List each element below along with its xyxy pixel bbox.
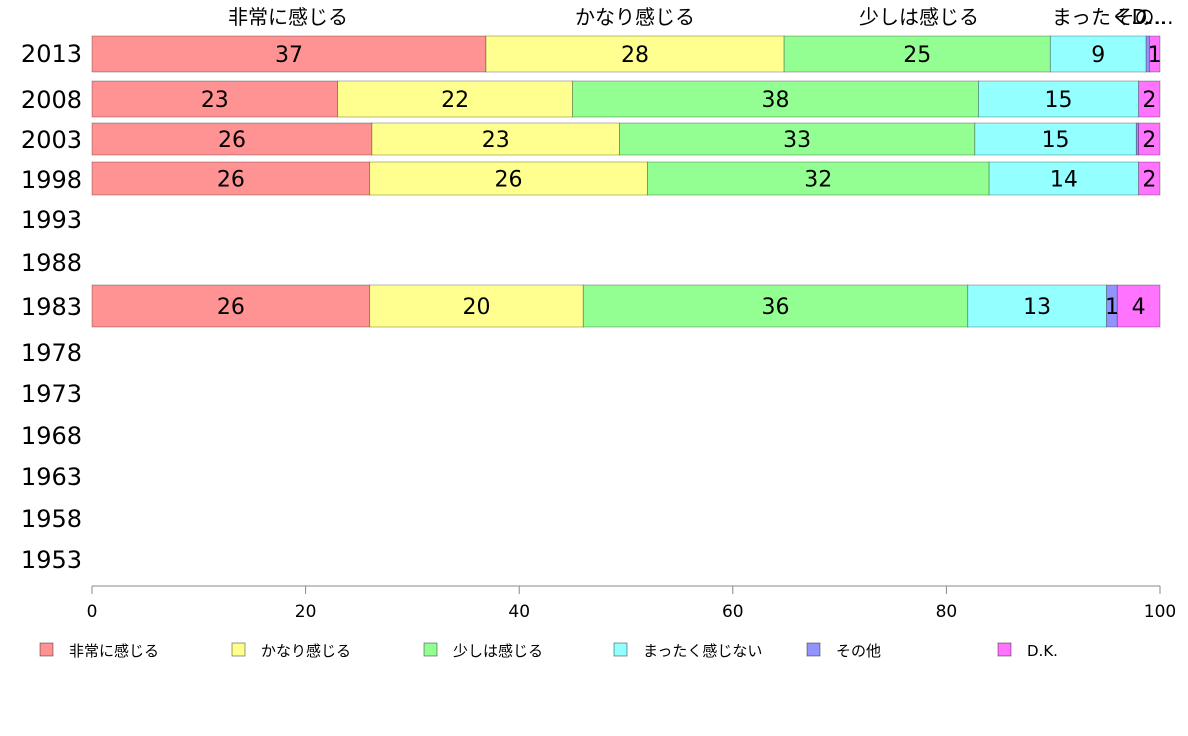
bar-segment: [1116, 284, 1161, 328]
data-label: 9: [1091, 43, 1105, 68]
legend-swatch: [231, 642, 246, 657]
legend-label: D.K.: [1027, 642, 1058, 660]
data-label: 28: [621, 43, 649, 68]
year-label: 1993: [21, 206, 82, 234]
year-axis-labels: 2013 2008 2003 1998 1993 1988 1983 1978 1973 1968…: [21, 40, 82, 574]
data-label: 2: [1142, 168, 1156, 193]
bar-segment: [1138, 122, 1161, 156]
x-axis: 0 20 40 60 80 100: [87, 585, 1176, 622]
data-label: 37: [275, 43, 303, 68]
legend-swatch: [806, 642, 821, 657]
bar-segment: [91, 35, 487, 73]
legend-label: 非常に感じる: [69, 642, 159, 660]
data-label: 1: [1105, 295, 1119, 320]
bar-segment: [1138, 80, 1161, 118]
data-label: 20: [462, 295, 490, 320]
legend-swatch: [423, 642, 438, 657]
data-label: 26: [217, 168, 245, 193]
legend-swatch: [39, 642, 54, 657]
year-label: 1983: [21, 293, 82, 321]
data-label: 36: [762, 295, 790, 320]
data-label: 26: [495, 168, 523, 193]
legend-label: まったく感じない: [643, 642, 762, 660]
data-label: 26: [217, 295, 245, 320]
bar-segment: [619, 122, 976, 156]
data-label: 15: [1042, 128, 1070, 153]
x-tick-label: 80: [936, 602, 958, 622]
year-label: 2008: [21, 86, 82, 114]
x-tick-label: 40: [508, 602, 530, 622]
year-label: 1988: [21, 249, 82, 277]
data-label: 22: [441, 88, 469, 113]
year-label: 1978: [21, 339, 82, 367]
year-label: 1958: [21, 505, 82, 533]
legend-swatch: [997, 642, 1012, 657]
bar-segment: [1138, 161, 1161, 196]
data-label: 23: [201, 88, 229, 113]
data-label: 25: [903, 43, 931, 68]
data-label: 23: [482, 128, 510, 153]
bar-segment: [967, 284, 1108, 328]
bar-segment: [988, 161, 1140, 196]
bar-segment: [978, 80, 1140, 118]
legend: 非常に感じる かなり感じる 少しは感じる まったく感じない その他 D.K.: [39, 642, 1058, 660]
bar-segment: [91, 80, 339, 118]
data-label: 13: [1023, 295, 1051, 320]
x-tick-label: 100: [1144, 602, 1176, 622]
year-label: 1973: [21, 380, 82, 408]
top-label: D...: [1132, 5, 1166, 29]
bar-segment: [337, 80, 574, 118]
year-label: 1963: [21, 463, 82, 491]
bar-segment: [974, 122, 1137, 156]
top-label: その...: [1114, 5, 1173, 29]
year-label: 2003: [21, 126, 82, 154]
top-label: 少しは感じる: [859, 5, 979, 29]
data-label: 38: [762, 88, 790, 113]
top-label: かなり感じる: [575, 5, 695, 29]
year-label: 1953: [21, 546, 82, 574]
bar-segment: [371, 122, 620, 156]
bar-segment: [91, 284, 371, 328]
legend-label: その他: [836, 642, 881, 660]
x-tick-label: 20: [295, 602, 317, 622]
bar-segment: [1049, 35, 1147, 73]
legend-label: かなり感じる: [261, 642, 351, 660]
bar-segment: [369, 284, 584, 328]
year-label: 1998: [21, 166, 82, 194]
data-label: 15: [1045, 88, 1073, 113]
data-label: 2: [1142, 88, 1156, 113]
legend-swatch: [613, 642, 628, 657]
year-label: 2013: [21, 40, 82, 68]
data-label: 14: [1050, 168, 1078, 193]
bar-segment: [646, 161, 990, 196]
bar-segment: [572, 80, 979, 118]
data-label: 26: [218, 128, 246, 153]
x-tick-label: 0: [87, 602, 98, 622]
bar-segment: [1148, 35, 1161, 73]
top-label: 非常に感じる: [228, 5, 348, 29]
data-label: 4: [1132, 295, 1146, 320]
data-label: 1: [1148, 43, 1162, 68]
top-labels: 非常に感じる かなり感じる 少しは感じる まったく...その...D...: [228, 5, 1174, 29]
data-label: 33: [783, 128, 811, 153]
top-label: まったく...: [1052, 5, 1150, 29]
data-label: 2: [1142, 128, 1156, 153]
legend-label: 少しは感じる: [453, 642, 543, 660]
year-label: 1968: [21, 422, 82, 450]
x-tick-label: 60: [722, 602, 744, 622]
data-label: 32: [804, 168, 832, 193]
bars: 37 28 25 9 123 22 38 15 226 23 33 15 226 26 32 14 226 20 3…: [91, 35, 1162, 328]
bar-segment: [582, 284, 969, 328]
